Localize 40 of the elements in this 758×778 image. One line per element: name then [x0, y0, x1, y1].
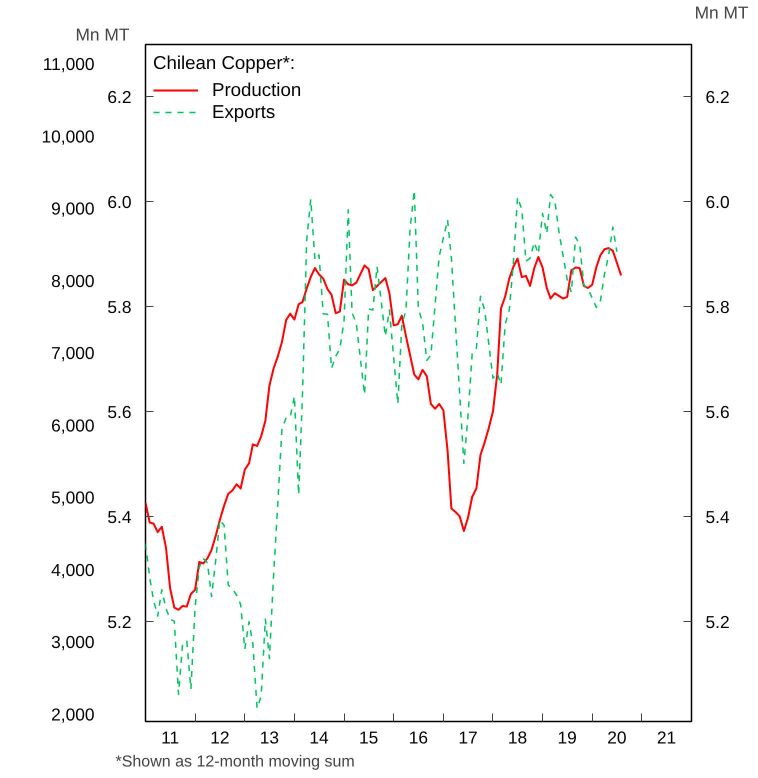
y3-tick-label: 7,000 [51, 343, 95, 364]
x-tick-label: 19 [558, 728, 577, 748]
y3-tick-label: 9,000 [51, 198, 95, 219]
y-tick-label: 5.6 [107, 402, 132, 422]
legend-label: Exports [212, 101, 276, 123]
y3-tick-label: 4,000 [51, 560, 95, 580]
text: *Shown as 12-month moving sum [116, 754, 355, 770]
x-tick-label: 13 [260, 728, 280, 748]
y2-tick-label: 5.2 [706, 612, 730, 632]
y2-tick-label: 6.2 [706, 86, 730, 107]
legend-label: Production [212, 79, 302, 101]
y3-tick-label: 5,000 [51, 488, 95, 508]
legend-title: Chilean Copper*: [153, 52, 296, 74]
y-tick-label: 5.4 [107, 506, 132, 527]
x-tick-label: 16 [408, 728, 428, 748]
x-tick-label: 20 [607, 728, 627, 748]
y-tick-label: 5.8 [107, 296, 132, 317]
y2-tick-label: 5.6 [706, 402, 730, 422]
x-tick-label: 18 [508, 728, 528, 748]
x-tick-label: 12 [210, 728, 230, 748]
x-tick-label: 14 [309, 728, 330, 748]
x-tick-label: 21 [656, 728, 676, 748]
y2-axis-title: Mn MT [694, 2, 749, 22]
y-axis-title: Mn MT [76, 24, 130, 44]
x-tick-label: 11 [161, 728, 180, 748]
line-series [146, 247, 622, 611]
y-tick-label: 6.2 [107, 86, 132, 107]
y2-tick-label: 6.0 [706, 192, 730, 212]
y2-tick-label: 5.4 [706, 506, 730, 527]
y3-tick-label: 10,000 [42, 126, 94, 146]
y-tick-label: 5.2 [107, 612, 132, 632]
y3-tick-label: 8,000 [51, 270, 95, 291]
y3-tick-label: 3,000 [51, 632, 95, 652]
y3-tick-label: 11,000 [42, 54, 95, 74]
y3-tick-label: 6,000 [51, 415, 95, 436]
x-tick-label: 17 [458, 728, 478, 748]
y3-tick-label: 2,000 [51, 704, 95, 724]
y-tick-label: 6.0 [107, 192, 132, 212]
x-tick-label: 15 [358, 728, 378, 748]
y2-tick-label: 5.8 [706, 296, 730, 317]
